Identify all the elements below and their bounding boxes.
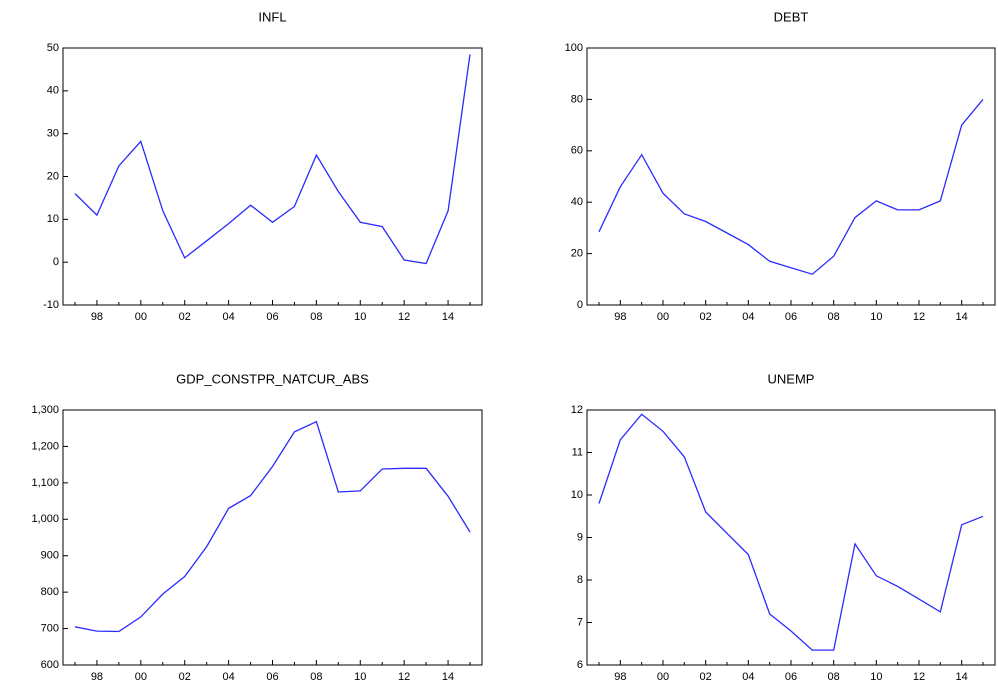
x-tick-label: 06 [266,671,278,683]
y-tick-label: 900 [41,550,59,562]
y-tick-label: 10 [571,489,583,501]
x-tick-label: 08 [310,671,322,683]
chart-title: GDP_CONSTPR_NATCUR_ABS [176,371,369,386]
x-tick-label: 12 [398,671,410,683]
chart-title: UNEMP [768,371,815,386]
y-tick-label: 0 [53,256,59,268]
y-tick-label: 1,300 [31,404,59,416]
x-tick-label: 02 [700,311,712,323]
x-tick-label: 00 [135,671,147,683]
x-tick-label: 04 [742,671,754,683]
x-tick-label: 12 [398,311,410,323]
y-tick-label: 1,000 [31,513,59,525]
x-tick-label: 04 [222,671,234,683]
plot-frame [62,47,483,306]
y-tick-label: 0 [577,299,583,311]
x-tick-label: 08 [828,671,840,683]
x-tick-label: 06 [266,311,278,323]
y-tick-label: 50 [47,42,59,54]
y-tick-label: 600 [41,659,59,671]
x-tick-label: 00 [657,311,669,323]
x-tick-label: 02 [700,671,712,683]
plot-frame [586,47,996,306]
x-tick-label: 04 [222,311,234,323]
x-tick-label: 02 [179,671,191,683]
x-tick-label: 98 [614,311,626,323]
x-tick-label: 98 [614,671,626,683]
chart-title: DEBT [774,9,809,24]
line-series [598,413,984,651]
y-tick-label: 11 [572,446,583,458]
x-tick-label: 10 [354,311,366,323]
x-tick-label: 08 [828,311,840,323]
x-tick-label: 06 [785,311,797,323]
y-tick-label: 7 [577,616,583,628]
x-tick-label: 04 [742,311,754,323]
x-tick-label: 10 [870,671,882,683]
x-tick-label: 98 [91,671,103,683]
plot-frame [586,409,996,666]
x-tick-label: 12 [913,671,925,683]
y-tick-label: 1,200 [31,440,59,452]
y-tick-label: 10 [47,213,59,225]
x-tick-label: 02 [179,311,191,323]
x-tick-label: 12 [913,311,925,323]
x-tick-label: 14 [442,671,454,683]
y-tick-label: 20 [571,248,583,260]
y-tick-label: 30 [47,128,59,140]
x-tick-label: 98 [91,311,103,323]
y-tick-label: 9 [577,531,583,543]
x-tick-label: 00 [657,671,669,683]
y-tick-label: -10 [43,299,59,311]
y-tick-label: 700 [41,622,59,634]
x-tick-label: 14 [956,311,968,323]
x-tick-label: 14 [956,671,968,683]
y-tick-label: 100 [565,42,583,54]
y-tick-label: 40 [571,196,583,208]
x-tick-label: 06 [785,671,797,683]
y-tick-label: 20 [47,170,59,182]
x-tick-label: 00 [135,311,147,323]
line-series [598,98,984,275]
line-series [74,420,471,633]
x-tick-label: 10 [870,311,882,323]
y-tick-label: 12 [571,404,583,416]
x-tick-label: 14 [442,311,454,323]
y-tick-label: 80 [571,93,583,105]
x-tick-label: 10 [354,671,366,683]
x-tick-label: 08 [310,311,322,323]
line-series [74,54,471,265]
y-tick-label: 800 [41,586,59,598]
y-tick-label: 6 [577,659,583,671]
chart-title: INFL [258,9,286,24]
y-tick-label: 60 [571,145,583,157]
y-tick-label: 1,100 [31,477,59,489]
y-tick-label: 40 [47,85,59,97]
y-tick-label: 8 [577,574,583,586]
